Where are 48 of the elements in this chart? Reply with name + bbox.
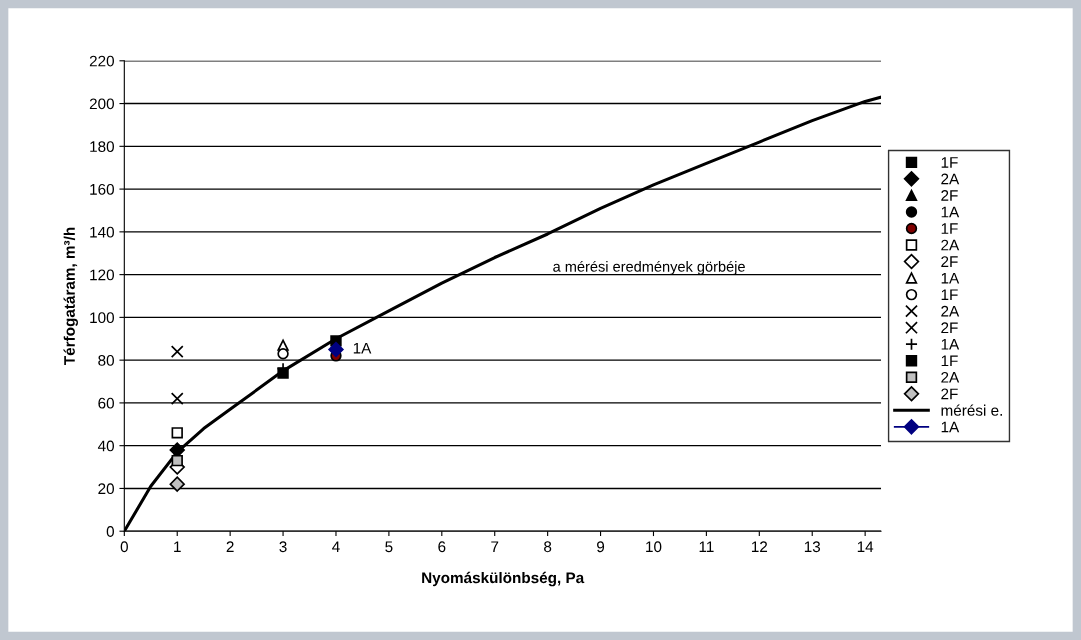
x-tick-label: 14 bbox=[857, 541, 874, 552]
legend-label: mérési e. bbox=[941, 404, 1002, 416]
y-tick-label: 80 bbox=[98, 355, 114, 366]
y-tick-label: 100 bbox=[90, 312, 114, 324]
legend-label: 1A bbox=[941, 339, 960, 350]
x-tick-label: 0 bbox=[120, 541, 128, 553]
y-tick-label: 40 bbox=[97, 440, 114, 452]
x-tick-label: 7 bbox=[491, 541, 499, 552]
y-tick-label: 200 bbox=[89, 98, 114, 110]
legend-label: 2F bbox=[941, 190, 958, 201]
legend-label: 1F bbox=[941, 223, 958, 234]
y-tick-label: 20 bbox=[98, 483, 114, 495]
legend-label: 1A bbox=[941, 421, 960, 433]
x-tick-label: 2 bbox=[226, 541, 234, 552]
x-tick-label: 11 bbox=[699, 541, 714, 552]
x-tick-label: 12 bbox=[751, 541, 768, 552]
y-tick-label: 60 bbox=[98, 397, 114, 409]
legend-label: 1A bbox=[941, 272, 960, 284]
annotation: a mérési eredmények görbéje bbox=[553, 260, 745, 275]
legend-label: 2A bbox=[941, 173, 960, 185]
x-tick-label: 3 bbox=[279, 541, 287, 553]
legend-label: 2F bbox=[941, 256, 958, 267]
x-tick-label: 8 bbox=[544, 541, 552, 553]
x-axis-title: Nyomáskülönbség, Pa bbox=[422, 571, 585, 587]
y-axis-title: Térfogatáram, m³/h bbox=[63, 227, 78, 366]
x-tick-label: 9 bbox=[597, 541, 605, 553]
x-tick-label: 13 bbox=[804, 541, 821, 553]
x-tick-label: 4 bbox=[332, 541, 340, 552]
legend-label: 1F bbox=[941, 355, 958, 367]
y-tick-label: 140 bbox=[90, 226, 114, 238]
x-tick-label: 6 bbox=[438, 541, 446, 553]
legend-label: 2A bbox=[941, 239, 960, 251]
legend-label: 2F bbox=[941, 322, 958, 334]
legend-label: 1F bbox=[941, 157, 958, 168]
legend-label: 1A bbox=[941, 206, 960, 218]
annotation: 1A bbox=[353, 342, 372, 354]
legend-label: 2A bbox=[941, 305, 960, 317]
y-tick-label: 160 bbox=[90, 183, 114, 195]
y-tick-label: 180 bbox=[90, 141, 114, 153]
y-tick-label: 120 bbox=[90, 269, 114, 281]
y-tick-label: 0 bbox=[106, 526, 114, 537]
y-tick-label: 220 bbox=[89, 55, 114, 67]
x-tick-label: 10 bbox=[646, 541, 662, 553]
legend-label: 1F bbox=[941, 289, 958, 300]
legend-label: 2F bbox=[941, 388, 958, 400]
legend-label: 2A bbox=[941, 371, 960, 383]
x-tick-label: 1 bbox=[174, 541, 181, 552]
x-tick-label: 5 bbox=[385, 541, 393, 553]
